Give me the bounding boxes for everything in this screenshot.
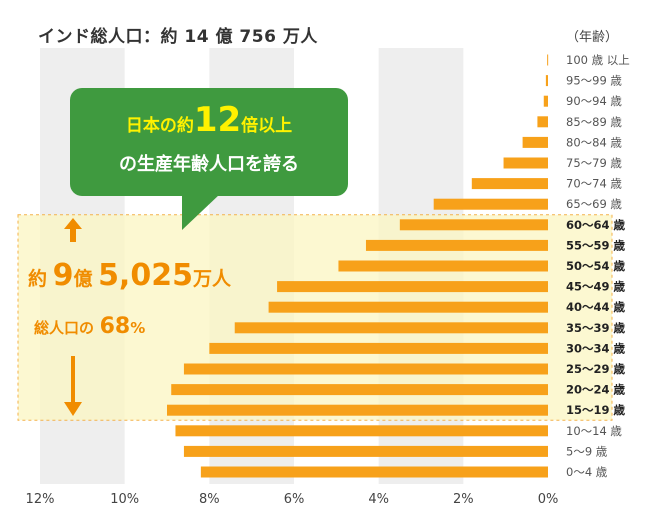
bar xyxy=(268,301,548,313)
working-age-total: 約 9億 5,025万人 xyxy=(28,258,231,293)
age-label: 90〜94 歳 xyxy=(566,94,622,108)
age-label: 20〜24 歳 xyxy=(566,383,626,397)
bar xyxy=(522,136,548,148)
age-label: 60〜64 歳 xyxy=(566,218,626,232)
callout-text-post: 倍以上 xyxy=(241,116,293,136)
total-prefix: 約 xyxy=(28,268,48,290)
bar xyxy=(503,157,548,169)
x-tick-label: 10% xyxy=(110,492,139,507)
age-label: 5〜9 歳 xyxy=(566,444,608,458)
callout-number: 12 xyxy=(193,100,242,140)
bar xyxy=(543,95,548,107)
x-tick-label: 2% xyxy=(453,492,474,507)
x-axis-ticks: 12% 10% 8% 6% 4% 2% 0% xyxy=(26,492,559,507)
age-axis-header: （年齢） xyxy=(566,30,619,45)
total-number-1: 9 xyxy=(52,258,74,293)
bars xyxy=(167,54,549,478)
age-label: 70〜74 歳 xyxy=(566,177,622,191)
bar xyxy=(338,260,548,272)
x-tick-label: 12% xyxy=(26,492,55,507)
age-label: 0〜4 歳 xyxy=(566,465,608,479)
x-tick-label: 0% xyxy=(538,492,559,507)
bar xyxy=(171,384,548,396)
x-tick-label: 8% xyxy=(199,492,220,507)
bar xyxy=(399,219,548,231)
bar xyxy=(183,363,548,375)
bar xyxy=(167,404,548,416)
callout-box xyxy=(70,88,348,196)
callout-tail xyxy=(182,194,220,230)
up-arrow-icon xyxy=(64,218,82,242)
bar xyxy=(200,466,548,478)
age-label: 85〜89 歳 xyxy=(566,115,622,129)
working-age-share: 総人口の 68% xyxy=(34,314,145,339)
age-labels: 100 歳 以上 95〜99 歳 90〜94 歳 85〜89 歳 80〜84 歳 75〜7… xyxy=(566,53,630,479)
total-number-2: 5,025 xyxy=(98,258,193,293)
callout-bubble: 日本の約12倍以上 の生産年齢人口を誇る xyxy=(70,88,348,230)
x-tick-label: 4% xyxy=(368,492,389,507)
bar xyxy=(234,322,548,334)
bar xyxy=(183,445,548,457)
age-label: 35〜39 歳 xyxy=(566,321,626,335)
chart-title: インド総人口：約 14 億 756 万人 xyxy=(38,27,318,47)
bar xyxy=(537,116,548,128)
down-arrow-icon xyxy=(64,356,82,416)
bar xyxy=(471,178,548,190)
age-label: 80〜84 歳 xyxy=(566,135,622,149)
bar xyxy=(547,54,549,66)
age-label: 10〜14 歳 xyxy=(566,424,622,438)
age-label: 25〜29 歳 xyxy=(566,362,626,376)
age-label: 30〜34 歳 xyxy=(566,341,626,355)
age-label: 50〜54 歳 xyxy=(566,259,626,273)
age-label: 75〜79 歳 xyxy=(566,156,622,170)
age-label: 100 歳 以上 xyxy=(566,53,630,67)
age-label: 40〜44 歳 xyxy=(566,300,626,314)
bar xyxy=(365,239,548,251)
share-prefix: 総人口の xyxy=(34,319,95,337)
total-unit-1: 億 xyxy=(73,268,93,290)
age-label: 95〜99 歳 xyxy=(566,74,622,88)
bar xyxy=(277,281,548,293)
bar xyxy=(433,198,548,210)
age-label: 65〜69 歳 xyxy=(566,197,622,211)
callout-text-pre: 日本の約 xyxy=(125,116,194,136)
bar xyxy=(175,425,548,437)
callout-line-1: 日本の約12倍以上 xyxy=(70,100,348,140)
age-label: 55〜59 歳 xyxy=(566,238,626,252)
age-label: 15〜19 歳 xyxy=(566,403,626,417)
share-unit: % xyxy=(130,319,146,337)
bar xyxy=(545,75,548,87)
callout-line-2: の生産年齢人口を誇る xyxy=(119,154,299,175)
share-number: 68 xyxy=(99,314,131,339)
bar xyxy=(209,342,549,354)
age-label: 45〜49 歳 xyxy=(566,280,626,294)
total-unit-2: 万人 xyxy=(192,268,231,290)
x-tick-label: 6% xyxy=(284,492,305,507)
